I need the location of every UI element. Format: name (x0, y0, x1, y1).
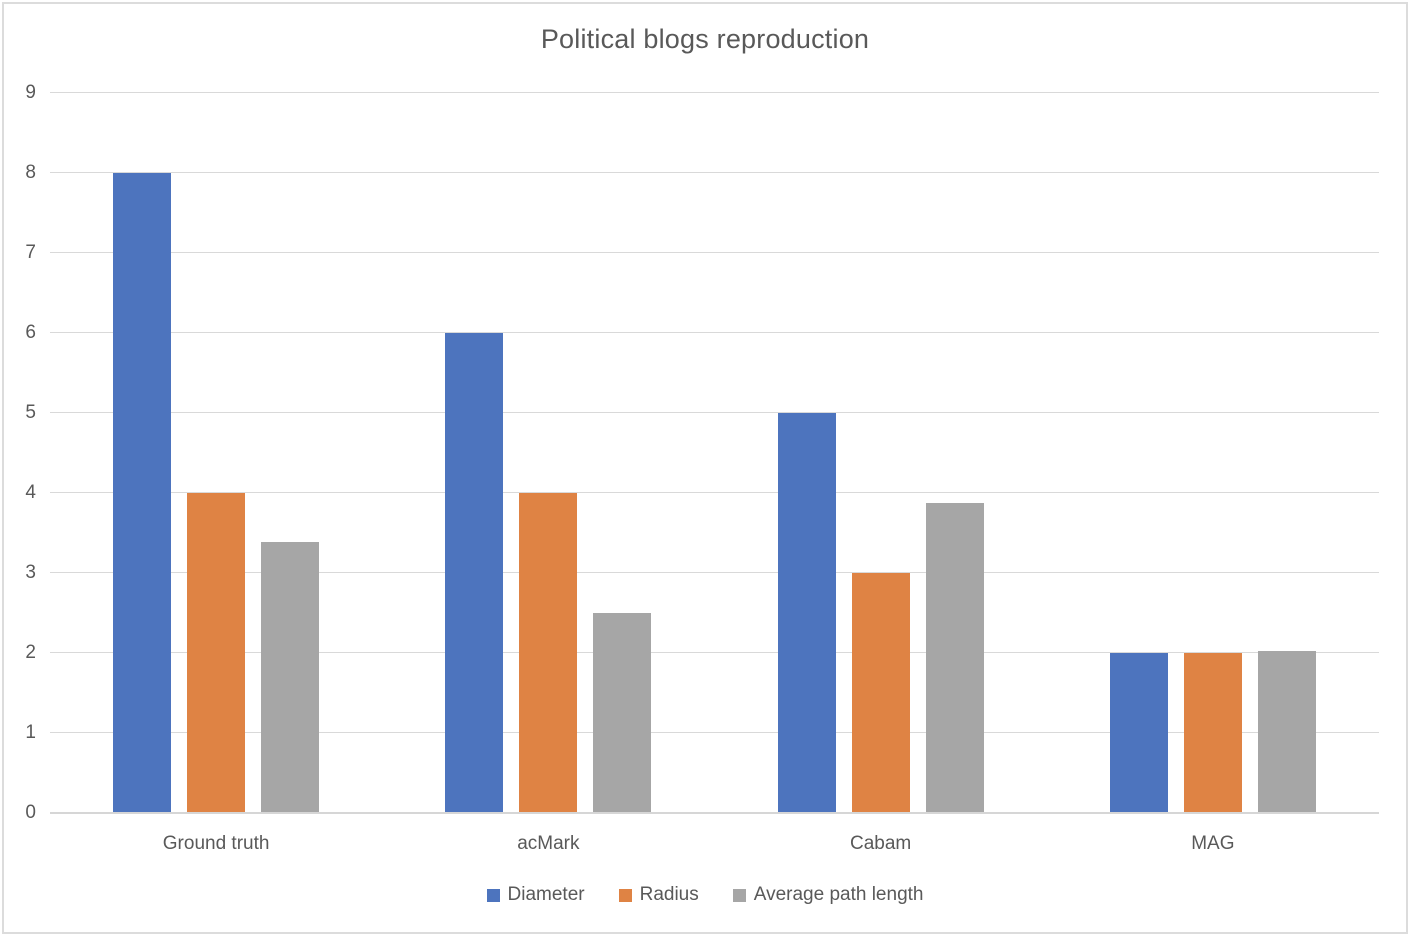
x-axis-category-label-cabam: Cabam (850, 833, 912, 854)
bar-group-cabam (715, 93, 1047, 813)
legend-item-average-path-length: Average path length (732, 884, 924, 906)
bar-radius-ground-truth (187, 493, 246, 813)
legend-item-radius: Radius (618, 884, 699, 906)
gridline (50, 652, 1379, 653)
gridline (50, 732, 1379, 733)
chart-title: Political blogs reproduction (540, 24, 870, 54)
y-axis-tick-label: 6 (25, 322, 36, 343)
bar-radius-cabam (851, 573, 910, 813)
plot-area: 0 1 2 3 4 5 6 7 8 9 (25, 82, 1379, 823)
x-axis-category-label-ground-truth: Ground truth (162, 833, 270, 854)
legend-item-diameter: Diameter (486, 884, 585, 906)
gridline (50, 412, 1379, 413)
bar-group-acmark (382, 93, 714, 813)
x-axis-category-label-acmark: acMark (517, 833, 580, 854)
gridline (50, 332, 1379, 333)
legend: Diameter Radius Average path length (0, 884, 1410, 906)
bar-group-ground-truth (50, 93, 382, 813)
gridline (50, 92, 1379, 93)
y-axis-tick-label: 9 (25, 82, 36, 103)
gridline (50, 252, 1379, 253)
y-axis-tick-label: 2 (25, 642, 36, 663)
gridline (50, 492, 1379, 493)
y-axis-tick-label: 7 (25, 242, 36, 263)
y-axis-tick-label: 1 (25, 722, 36, 743)
gridline (50, 572, 1379, 573)
bar-average-path-length-cabam (925, 502, 984, 813)
bar-diameter-mag (1109, 653, 1168, 813)
legend-label: Diameter (507, 884, 585, 905)
bar-diameter-cabam (777, 413, 836, 813)
legend-swatch-icon (486, 888, 500, 902)
bar-radius-mag (1183, 653, 1242, 813)
bar-diameter-ground-truth (113, 173, 172, 813)
x-axis-category-label-mag: MAG (1191, 833, 1235, 854)
x-axis-line (50, 812, 1379, 814)
legend-label: Radius (639, 884, 699, 905)
bar-group-mag (1047, 93, 1379, 813)
y-axis-tick-label: 4 (25, 482, 36, 503)
gridline (50, 172, 1379, 173)
y-axis-tick-label: 5 (25, 402, 36, 423)
bar-groups (50, 93, 1379, 813)
x-axis-category-labels: Ground truth acMark Cabam MAG (50, 833, 1379, 855)
legend-swatch-icon (732, 888, 746, 902)
y-axis-tick-label: 8 (25, 162, 36, 183)
bar-average-path-length-acmark (593, 613, 652, 813)
y-axis-tick-label: 0 (25, 802, 36, 823)
y-axis-tick-label: 3 (25, 562, 36, 583)
bar-diameter-acmark (445, 333, 504, 813)
bar-average-path-length-mag (1257, 650, 1316, 813)
bar-radius-acmark (519, 493, 578, 813)
bar-average-path-length-ground-truth (261, 541, 320, 813)
legend-swatch-icon (618, 888, 632, 902)
legend-label: Average path length (753, 884, 924, 905)
